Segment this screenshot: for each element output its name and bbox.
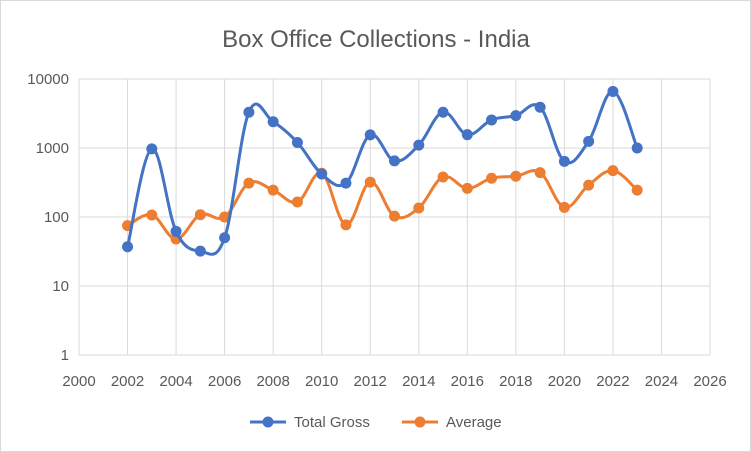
y-tick-label: 1 — [61, 347, 69, 364]
average-line — [126, 169, 639, 241]
total-gross-point — [194, 245, 206, 257]
total-gross-point — [510, 110, 522, 122]
total-gross-point — [122, 241, 134, 253]
legend-label: Total Gross — [294, 414, 370, 431]
average-point — [461, 182, 473, 194]
average-point — [437, 171, 449, 183]
total-gross-line — [126, 89, 639, 256]
legend-item-average: Average — [402, 414, 502, 431]
total-gross-point — [461, 129, 473, 141]
x-tick-label: 2004 — [159, 373, 192, 390]
average-point — [364, 176, 376, 188]
total-gross-point — [413, 139, 425, 151]
average-point — [146, 209, 158, 221]
total-gross-point — [437, 106, 449, 118]
total-gross-point — [607, 85, 619, 97]
total-gross-point — [340, 177, 352, 189]
average-point — [389, 210, 400, 222]
x-tick-label: 2024 — [645, 373, 678, 390]
average-point — [194, 209, 206, 221]
total-gross-point — [631, 142, 643, 154]
x-tick-label: 2010 — [305, 373, 338, 390]
y-tick-label: 1000 — [36, 140, 69, 157]
x-tick-label: 2006 — [208, 373, 241, 390]
total-gross-point — [534, 101, 546, 113]
y-tick-label: 10 — [52, 278, 69, 295]
y-tick-label: 100 — [44, 209, 69, 226]
total-gross-point — [486, 114, 498, 126]
average-point — [631, 184, 643, 196]
legend: Total Gross Average — [250, 414, 502, 431]
y-tick-label: 10000 — [27, 71, 69, 88]
total-gross-point — [146, 143, 158, 155]
average-point — [607, 165, 619, 177]
x-tick-label: 2020 — [548, 373, 581, 390]
x-tick-label: 2008 — [256, 373, 289, 390]
legend-swatch-marker — [414, 416, 426, 428]
total-gross-point — [364, 129, 376, 141]
average-point — [340, 219, 352, 231]
legend-item-total-gross: Total Gross — [250, 414, 370, 431]
total-gross-point — [316, 168, 328, 180]
average-point — [291, 196, 303, 208]
total-gross-point — [389, 155, 400, 167]
x-tick-label: 2018 — [499, 373, 532, 390]
average-point — [558, 201, 570, 213]
average-point — [219, 211, 231, 223]
total-gross-point — [267, 116, 279, 128]
total-gross-point — [558, 155, 570, 167]
chart-title: Box Office Collections - India — [222, 26, 530, 53]
total-gross-point — [243, 106, 255, 118]
x-tick-label: 2014 — [402, 373, 435, 390]
x-tick-label: 2022 — [596, 373, 629, 390]
average-point — [413, 202, 425, 214]
series-layer — [122, 85, 643, 257]
total-gross-point — [170, 225, 182, 237]
grid-layer — [78, 78, 711, 356]
average-point — [510, 170, 522, 182]
total-gross-point — [291, 137, 303, 149]
total-gross-point — [219, 232, 231, 244]
legend-label: Average — [446, 414, 502, 431]
x-tick-label: 2012 — [354, 373, 387, 390]
average-point — [267, 184, 279, 196]
average-point — [243, 177, 255, 189]
x-tick-label: 2016 — [451, 373, 484, 390]
legend-swatch-marker — [262, 416, 274, 428]
average-point — [583, 179, 595, 191]
tick-layer: 1 10 100 1000 10000 2000 2002 2004 2006 2008 2010 2… — [27, 71, 726, 390]
x-tick-label: 2002 — [111, 373, 144, 390]
x-tick-label: 2000 — [62, 373, 95, 390]
total-gross-point — [583, 135, 595, 147]
average-point — [534, 167, 546, 179]
x-tick-label: 2026 — [693, 373, 726, 390]
average-point — [486, 172, 498, 184]
